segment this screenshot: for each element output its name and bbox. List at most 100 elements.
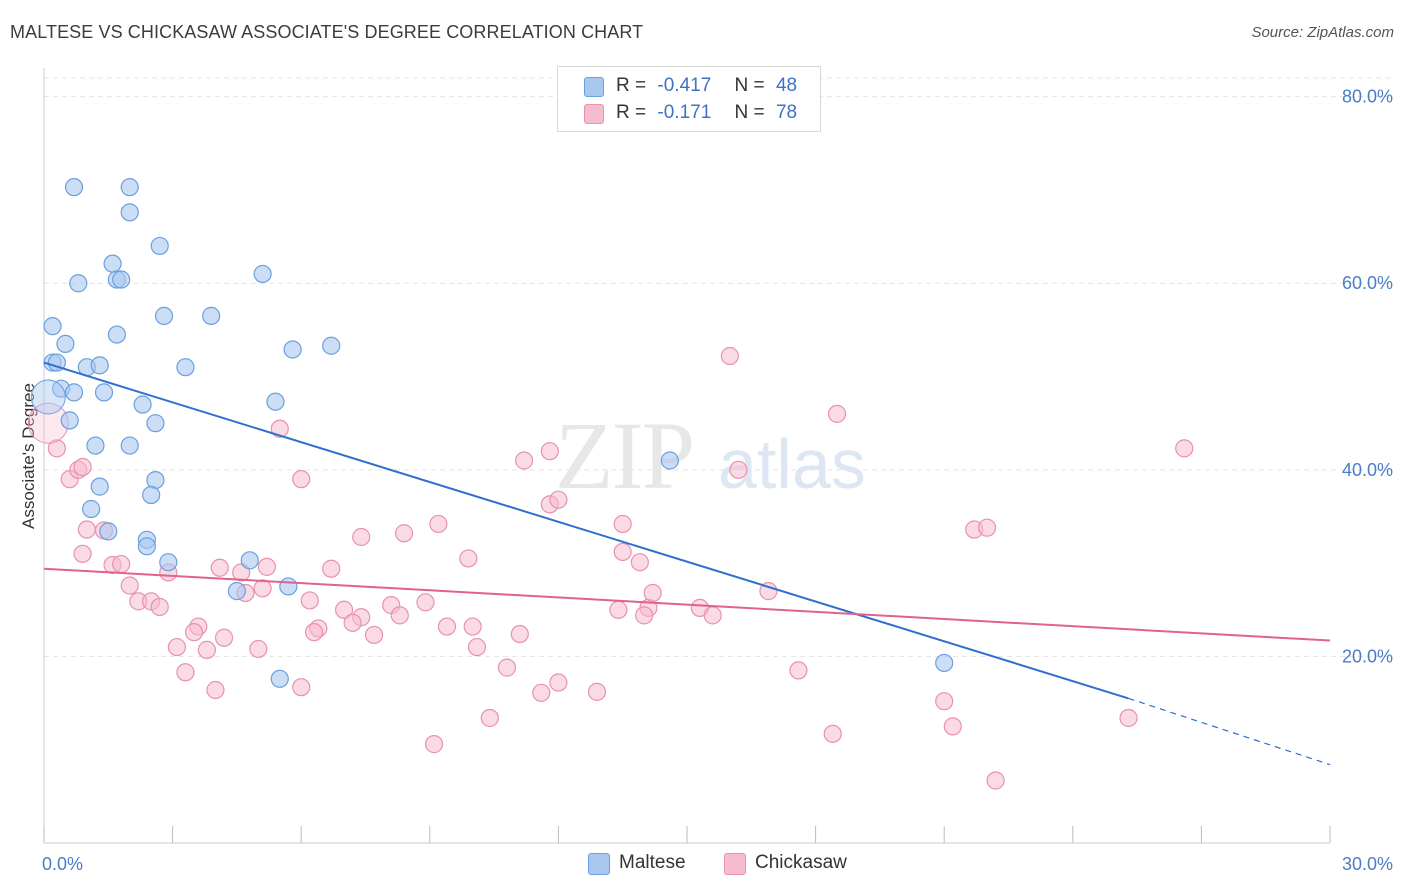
chickasaw-point [986, 771, 1005, 790]
chickasaw-legend-label: Chickasaw [755, 852, 847, 873]
chickasaw-point [643, 583, 662, 603]
maltese-point [103, 254, 122, 273]
chickasaw-point [390, 606, 409, 625]
chickasaw-point [120, 576, 139, 595]
maltese-point [240, 551, 259, 570]
tick-labels: 20.0% 40.0% 60.0% 80.0% 0.0% 30.0% [42, 87, 1393, 874]
legend-r-value: -0.171 [657, 102, 712, 123]
chickasaw-point [184, 623, 204, 642]
maltese-point [82, 499, 101, 519]
maltese-point [253, 264, 272, 284]
maltese-point [279, 577, 298, 596]
maltese-point [60, 411, 79, 430]
maltese-point [159, 553, 178, 572]
legend-n-value: 78 [775, 102, 798, 123]
legend-r-value: -0.417 [657, 75, 712, 96]
chickasaw-point [206, 680, 225, 700]
maltese-legend-label: Maltese [619, 852, 686, 873]
maltese-point [270, 669, 289, 688]
chickasaw-point [510, 624, 529, 644]
chickasaw-point [935, 692, 954, 711]
chickasaw-point [292, 470, 311, 489]
chickasaw-point [429, 514, 448, 534]
chickasaw-point [176, 663, 195, 682]
chickasaw-point [47, 439, 66, 458]
chickasaw-point [729, 460, 748, 479]
maltese-point [227, 582, 246, 601]
chickasaw-point [463, 617, 482, 636]
y-tick-label: 60.0% [1342, 273, 1393, 293]
maltese-point [266, 392, 285, 411]
maltese-point [90, 356, 109, 375]
chickasaw-point [257, 557, 277, 576]
chickasaw-point [352, 527, 371, 547]
maltese-point [146, 470, 165, 490]
y-tick-label: 20.0% [1342, 646, 1393, 666]
maltese-point [107, 325, 126, 344]
chickasaw-point [214, 628, 234, 647]
trend-lines [43, 361, 1331, 766]
maltese-point [90, 477, 109, 496]
maltese-point [660, 451, 679, 470]
legend-n-label: N = [734, 102, 765, 123]
chickasaw-point [827, 404, 847, 423]
chickasaw-point [823, 724, 842, 743]
chickasaw-point [300, 591, 319, 610]
chickasaw-points [27, 346, 1194, 790]
maltese-point [99, 522, 118, 541]
chickasaw-point [73, 457, 92, 477]
chickasaw-point [467, 637, 487, 657]
chickasaw-point [437, 617, 457, 636]
chickasaw-point [587, 682, 607, 701]
maltese-point [69, 274, 88, 293]
chickasaw-point [197, 640, 216, 659]
chickasaw-point [73, 544, 92, 563]
maltese-point [935, 653, 954, 673]
maltese-point [146, 414, 165, 433]
chickasaw-point [112, 554, 131, 574]
chickasaw-point [416, 593, 435, 612]
maltese-point [64, 383, 84, 402]
chickasaw-point [549, 490, 568, 509]
chickasaw-point [343, 613, 362, 632]
maltese-trend-line [43, 361, 1129, 700]
y-tick-label: 40.0% [1342, 460, 1393, 480]
maltese-point [43, 317, 62, 336]
chickasaw-point [532, 683, 551, 702]
chickasaw-point [789, 661, 808, 680]
y-axis-label: Associate's Degree [19, 383, 38, 529]
maltese-legend-swatch [588, 853, 610, 875]
maltese-point [142, 485, 161, 505]
maltese-point [176, 358, 195, 377]
chickasaw-swatch [584, 104, 604, 124]
chickasaw-point [613, 542, 632, 562]
chickasaw-point [270, 419, 289, 438]
x-tick-label: 30.0% [1342, 854, 1393, 874]
chart-title: MALTESE VS CHICKASAW ASSOCIATE'S DEGREE … [10, 22, 644, 42]
chickasaw-legend-swatch [724, 853, 746, 875]
chickasaw-point [150, 597, 169, 617]
chickasaw-point [253, 579, 272, 598]
maltese-point [120, 178, 139, 197]
chickasaw-point [549, 673, 568, 692]
chickasaw-point [322, 559, 341, 578]
maltese-point [133, 395, 152, 414]
maltese-point [86, 436, 105, 455]
chickasaw-point [1175, 439, 1194, 458]
maltese-point [283, 340, 302, 359]
chickasaw-point [943, 717, 962, 736]
maltese-point [120, 203, 139, 222]
maltese-points [30, 178, 954, 688]
chickasaw-point [720, 346, 739, 366]
legend-n-label: N = [734, 75, 765, 96]
maltese-point [64, 178, 84, 197]
maltese-point [112, 270, 131, 289]
chickasaw-point [540, 442, 559, 461]
legend-r-label: R = [616, 102, 647, 123]
chickasaw-point [459, 549, 478, 568]
maltese-trend-extension [1128, 697, 1331, 766]
maltese-point [137, 537, 156, 556]
chickasaw-point [167, 637, 186, 657]
chickasaw-point [613, 514, 632, 534]
